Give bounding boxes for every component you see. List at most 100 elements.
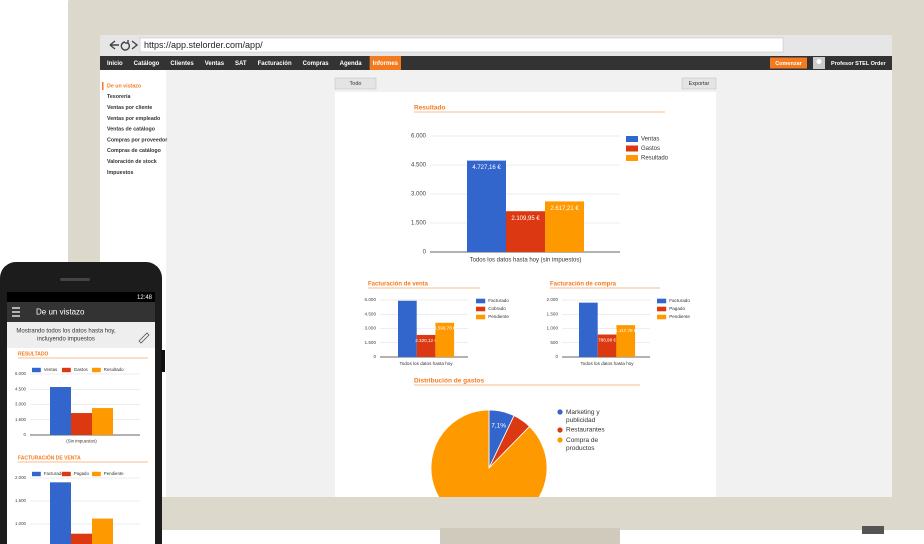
y-tick-label: 0	[373, 354, 376, 359]
bar	[579, 302, 598, 357]
nav-item[interactable]: Informes	[373, 61, 399, 67]
export-button[interactable]	[681, 77, 717, 90]
y-tick-label: 4.500	[365, 311, 377, 316]
legend-swatch	[32, 471, 41, 477]
phone-title: De un vistazo	[36, 308, 85, 317]
nav-item[interactable]: Inicio	[107, 61, 123, 67]
sidebar-item[interactable]: Ventas de catálogo	[107, 127, 156, 133]
forward-button[interactable]	[131, 40, 139, 50]
filter-label: Todo	[350, 81, 362, 87]
bar	[597, 334, 617, 357]
y-tick-label: 3.000	[15, 402, 27, 407]
data-label: 788,98 €	[598, 337, 616, 342]
export-label: Exportar	[689, 81, 710, 87]
y-tick-label: 1.000	[547, 326, 559, 331]
phone-status-bar	[7, 292, 155, 302]
legend-label: Marketing y publicidad	[566, 409, 600, 424]
nav-item[interactable]: Catálogo	[134, 61, 160, 67]
phone-edit-icon[interactable]	[138, 332, 150, 344]
y-tick-label: 0	[24, 432, 27, 437]
sidebar-item[interactable]: Compras por proveedor	[107, 137, 167, 143]
phone-speaker	[60, 278, 90, 281]
sidebar-item[interactable]: De un vistazo	[107, 83, 142, 89]
legend-swatch	[32, 367, 41, 373]
chart-title: Facturación de venta	[368, 282, 429, 288]
sidebar-item[interactable]: Tesorería	[107, 94, 131, 100]
bar	[71, 413, 92, 435]
charts-area: Resultado 0 1.500 3.000 4.500 6.000 4.727,16 €…	[365, 105, 690, 497]
legend-swatch	[92, 367, 101, 373]
url-field[interactable]	[139, 37, 784, 53]
legend-label: Pagado	[74, 471, 90, 476]
y-tick-label: 4.500	[411, 163, 427, 169]
sidebar-item[interactable]: Valoración de stock	[107, 159, 157, 165]
sidebar-items: De un vistazo Tesorería Ventas por cliente…	[102, 82, 167, 176]
bar	[92, 518, 113, 544]
sidebar-active-marker	[102, 82, 104, 90]
y-tick-label: 0	[555, 354, 558, 359]
bar	[50, 387, 71, 435]
start-button[interactable]	[770, 57, 807, 69]
sidebar-item[interactable]: Compras de catálogo	[107, 148, 162, 154]
y-tick-label: 1.500	[15, 417, 27, 422]
nav-item[interactable]: SAT	[235, 61, 247, 67]
filter-button[interactable]	[334, 77, 377, 90]
phone-info-box	[7, 322, 155, 348]
legend-swatch	[657, 306, 667, 312]
nav-item[interactable]: Facturación	[258, 61, 292, 67]
x-tick-label: (Sin impuestos)	[66, 439, 97, 444]
sidebar-item[interactable]: Ventas por empleado	[107, 116, 161, 122]
nav-item[interactable]: Agenda	[340, 61, 363, 67]
nav-items: Inicio Catálogo Clientes Ventas SAT Facturaci…	[107, 56, 401, 70]
chart-title: RESULTADO	[18, 351, 48, 357]
phone-menu-icon[interactable]	[12, 307, 20, 317]
data-label: 1.117,78 €	[615, 328, 637, 333]
legend-label: Facturado	[669, 298, 690, 303]
legend-swatch	[476, 314, 486, 320]
sidebar-item[interactable]: Impuestos	[107, 170, 134, 176]
y-tick-label: 2.000	[15, 475, 27, 480]
legend-label: Pendiente	[669, 314, 690, 319]
nav-item-active	[369, 56, 401, 70]
sidebar-item[interactable]: Ventas por cliente	[107, 105, 152, 111]
nav-item[interactable]: Clientes	[170, 61, 194, 67]
bar	[616, 325, 636, 357]
nav-item[interactable]: Ventas	[205, 61, 225, 67]
x-tick-label: Todos los datos hasta hoy	[399, 361, 453, 366]
y-tick-label: 1.500	[547, 311, 559, 316]
legend-label: Pagado	[669, 306, 685, 311]
y-tick-label: 500	[550, 340, 558, 345]
legend-swatch	[626, 155, 638, 161]
legend-label: Pendiente	[488, 314, 509, 319]
legend-swatch	[626, 136, 638, 142]
back-button[interactable]	[109, 40, 119, 50]
phone-info-line: Mostrando todos los datos hasta hoy,	[16, 329, 116, 335]
bar	[506, 211, 545, 252]
legend-label: Resultado	[104, 367, 124, 372]
legend-label: Restaurantes	[566, 427, 605, 434]
legend-label: Compra de productos	[566, 437, 599, 452]
legend-swatch	[557, 437, 563, 443]
data-label: 2.617,21 €	[550, 206, 579, 212]
reload-button[interactable]	[120, 40, 131, 51]
bar	[545, 201, 584, 252]
legend-label: Resultado	[641, 156, 669, 162]
legend-label: Ventas	[641, 137, 659, 143]
legend-swatch	[557, 427, 563, 433]
y-tick-label: 1.000	[15, 521, 27, 526]
data-label: 2.320,12 €	[415, 338, 437, 343]
nav-bar	[100, 56, 892, 70]
x-tick-label: Todos los datos hasta hoy	[580, 361, 634, 366]
bar	[416, 334, 436, 357]
chart-title: Resultado	[414, 105, 445, 112]
user-name[interactable]: Profesor STEL Order	[831, 61, 886, 67]
y-tick-label: 4.500	[15, 386, 27, 391]
y-tick-label: 1.500	[411, 221, 427, 227]
avatar-head	[816, 59, 822, 64]
legend-swatch	[557, 409, 563, 415]
start-button-label: Comenzar	[775, 61, 802, 67]
nav-item[interactable]: Compras	[303, 61, 330, 67]
bar	[50, 482, 71, 544]
data-label: 4.727,16 €	[472, 165, 501, 171]
